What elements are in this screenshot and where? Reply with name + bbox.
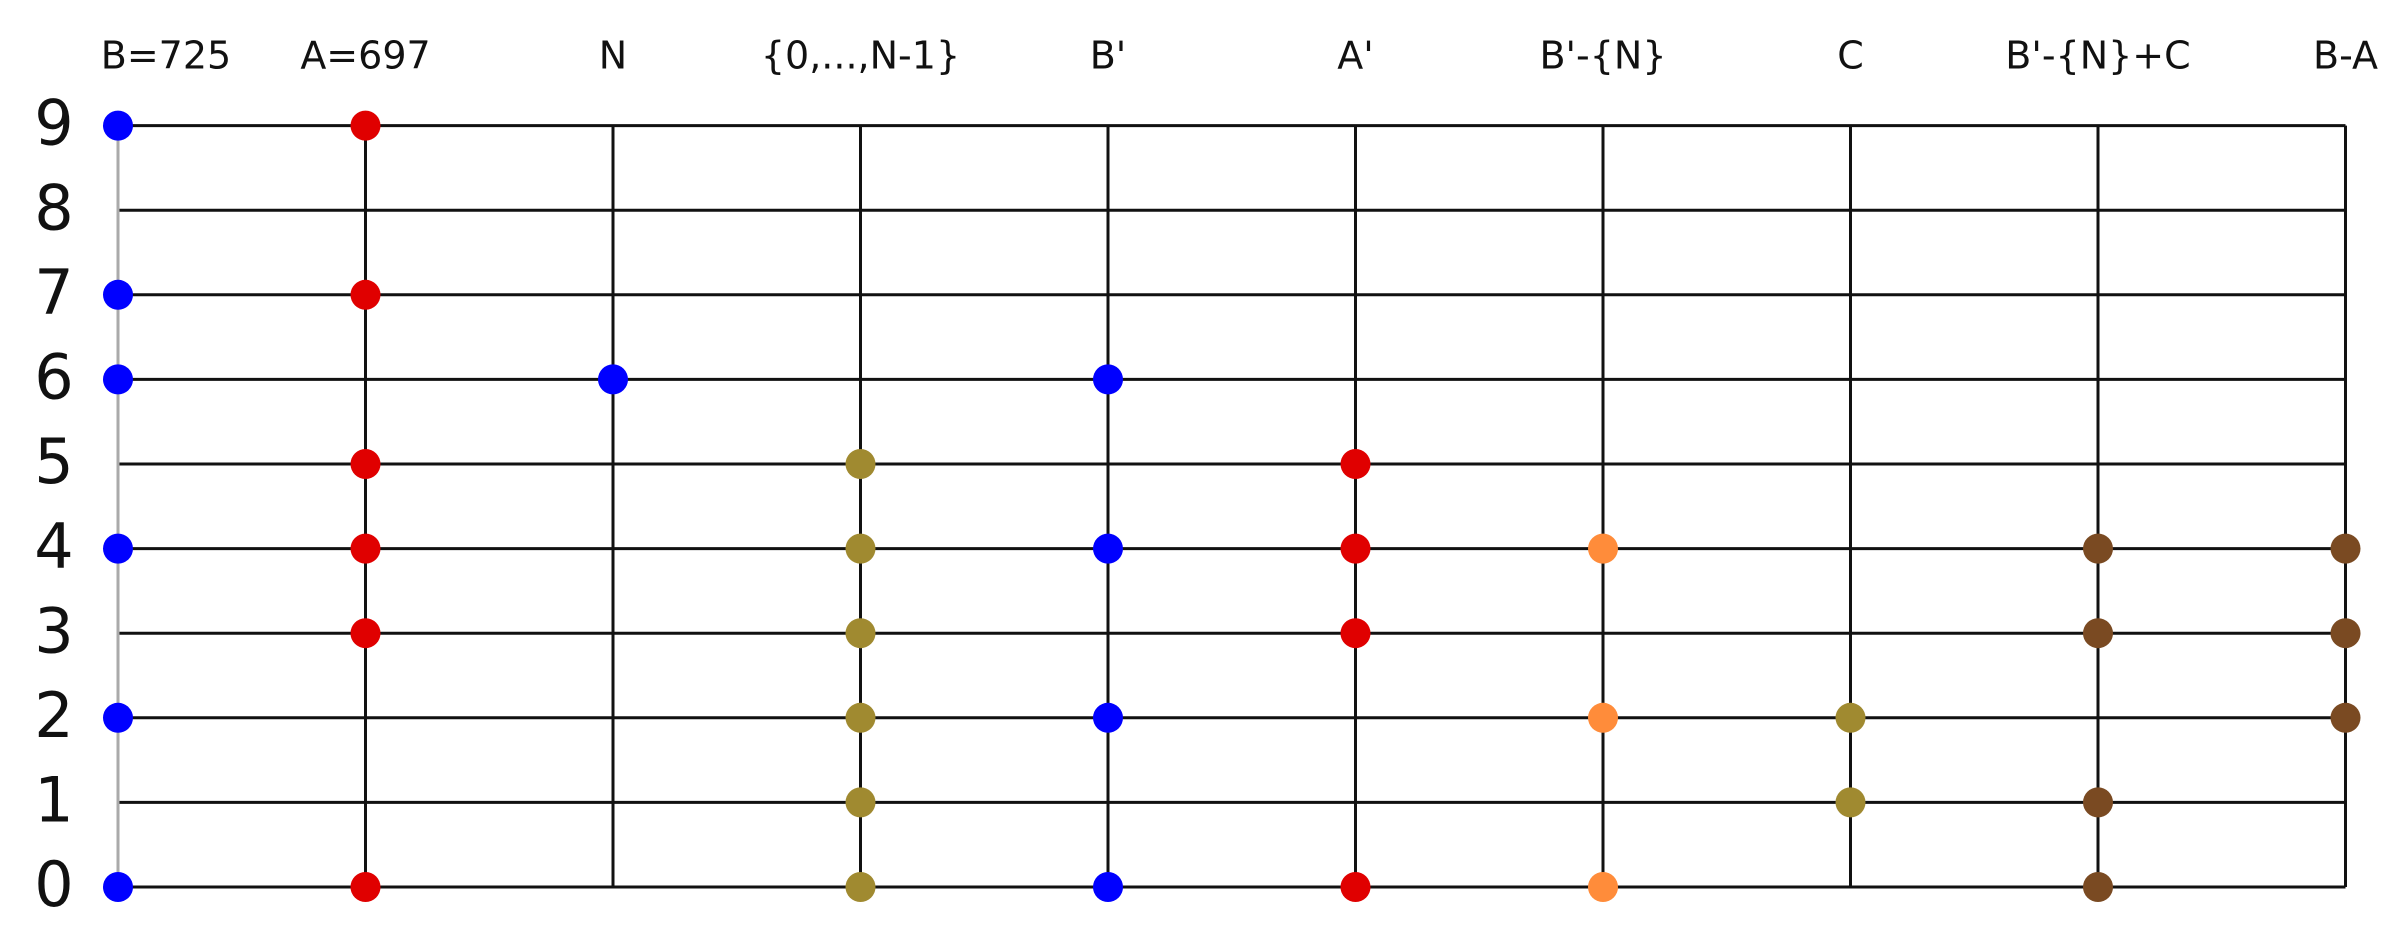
row-label: 3 (34, 594, 73, 667)
digit-dot (1835, 787, 1866, 818)
digit-dot (1588, 872, 1618, 902)
digit-dot (1588, 702, 1618, 733)
digit-dot (103, 702, 133, 733)
digit-dot (350, 872, 381, 902)
row-label: 6 (34, 340, 73, 413)
row-label: 8 (34, 171, 73, 244)
column-label: B-A (2313, 34, 2378, 78)
digit-dot (1093, 872, 1123, 902)
digit-dot (350, 110, 381, 141)
digit-dot (845, 533, 876, 564)
digit-dot (2083, 872, 2113, 902)
digit-dot (350, 279, 381, 310)
digit-dot (1340, 533, 1371, 564)
digit-dot (103, 872, 133, 902)
digit-dot (1093, 533, 1123, 564)
row-label: 4 (34, 510, 73, 583)
digit-dot (1340, 872, 1371, 902)
digit-dot (350, 618, 381, 649)
digit-dot (350, 449, 381, 479)
column-label: B'-{N}+C (2005, 34, 2190, 78)
row-label: 2 (34, 679, 73, 752)
digit-dot (2083, 533, 2113, 564)
column-label: A' (1337, 34, 1373, 78)
digit-dot (845, 618, 876, 649)
digit-dot (598, 364, 628, 395)
column-label: {0,...,N-1} (761, 34, 960, 78)
column-label: B' (1090, 34, 1127, 78)
digit-dot (2083, 787, 2113, 818)
digit-dot (103, 279, 133, 310)
digit-dot (103, 364, 133, 395)
digit-dot (1340, 618, 1371, 649)
column-label: A=697 (300, 34, 430, 78)
column-label: N (599, 34, 627, 78)
digit-dot (845, 872, 876, 902)
digit-dot (2330, 533, 2361, 564)
digit-dot (2083, 618, 2113, 649)
digit-dot (350, 533, 381, 564)
digit-dot (103, 110, 133, 141)
digit-dot (1835, 702, 1866, 733)
digit-dot (1588, 533, 1618, 564)
row-label: 7 (34, 256, 73, 329)
column-label: C (1837, 34, 1864, 78)
digit-dot (103, 533, 133, 564)
row-label: 5 (34, 425, 73, 498)
digit-dot (1340, 449, 1371, 479)
column-label: B=725 (101, 34, 231, 78)
digit-dot (1093, 702, 1123, 733)
digit-dot (2330, 618, 2361, 649)
row-label: 1 (34, 763, 73, 836)
row-label: 0 (34, 848, 73, 921)
digit-dot (845, 787, 876, 818)
digit-dot (845, 702, 876, 733)
digit-dot (2330, 702, 2361, 733)
row-label: 9 (34, 87, 73, 160)
digit-dot (1093, 364, 1123, 395)
column-label: B'-{N} (1539, 34, 1666, 78)
digit-dot (845, 449, 876, 479)
